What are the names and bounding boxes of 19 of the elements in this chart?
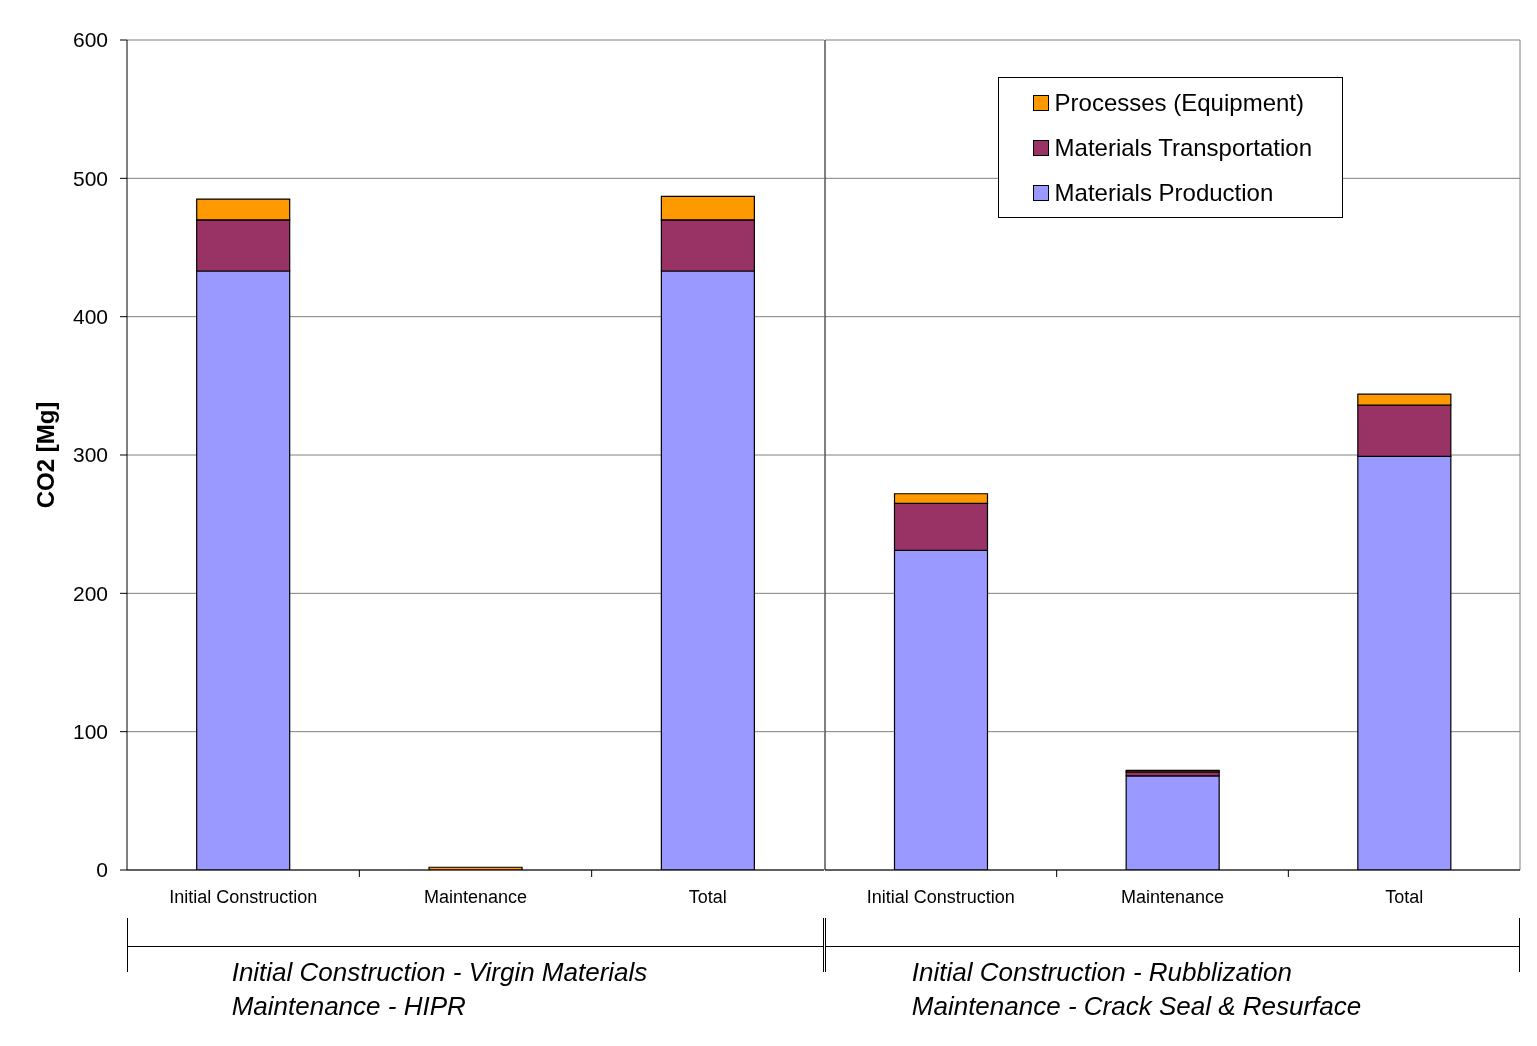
y-tick-label: 200 xyxy=(72,581,108,605)
legend-label: Materials Production xyxy=(1054,178,1274,207)
x-tick-label: Total xyxy=(688,887,727,907)
y-tick-label: 0 xyxy=(96,858,108,882)
y-axis-title: CO2 [Mg] xyxy=(31,401,59,509)
legend-label: Processes (Equipment) xyxy=(1054,88,1304,117)
legend-label: Materials Transportation xyxy=(1054,133,1312,162)
y-tick-label: 600 xyxy=(72,28,108,52)
y-tick-label: 500 xyxy=(72,166,108,190)
x-tick-label: Maintenance xyxy=(423,887,528,907)
x-tick-label: Maintenance xyxy=(1120,887,1225,907)
x-axis-title: Initial Construction - Virgin Materials Maintenance - HIPR xyxy=(231,956,648,1023)
x-tick-label: Initial Construction xyxy=(169,887,318,907)
y-tick-label: 100 xyxy=(72,720,108,744)
y-tick-label: 400 xyxy=(72,305,108,329)
x-tick-label: Total xyxy=(1385,887,1424,907)
y-tick-label: 300 xyxy=(72,443,108,467)
x-axis-title: Initial Construction - Rubblization Maintenance - Crack Seal & Resurface xyxy=(911,956,1362,1023)
x-tick-label: Initial Construction xyxy=(866,887,1015,907)
